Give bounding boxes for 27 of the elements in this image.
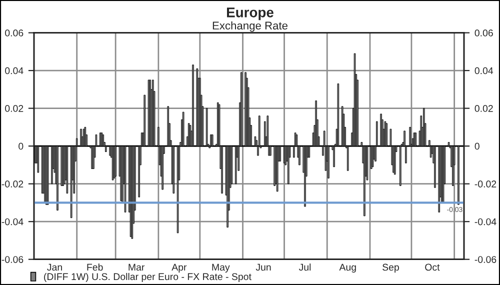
y2-tick-label: -0.02 <box>474 180 496 188</box>
x-tick-label: Apr <box>172 264 187 273</box>
y2-tick-label: 0 <box>474 142 480 150</box>
x-tick-label: May <box>212 264 230 273</box>
y-tick-label: 0.04 <box>5 67 24 74</box>
y-tick-label: -0.02 <box>2 180 24 188</box>
y2-tick-label: 0.06 <box>474 30 493 36</box>
y-tick-label: -0.04 <box>2 218 24 226</box>
x-tick-label: Feb <box>87 264 103 271</box>
x-tick-label: Sep <box>382 264 399 273</box>
x-tick-label: Jun <box>256 264 271 271</box>
chart-title: Europe <box>227 8 274 20</box>
y2-tick-label: -0.06 <box>474 256 496 263</box>
legend-label: (DIFF 1W) U.S. Dollar per Euro - FX Rate - Spot <box>44 272 252 282</box>
y2-tick-label: 0.04 <box>474 67 494 74</box>
y-tick-label: 0.06 <box>5 30 24 36</box>
x-tick-label: Mar <box>128 264 145 271</box>
x-tick-label: Aug <box>339 264 356 273</box>
y-tick-label: -0.06 <box>2 256 24 263</box>
y2-tick-label: 0.02 <box>474 105 493 112</box>
y-tick-label: 0 <box>18 142 24 150</box>
y-tick-label: 0.02 <box>5 105 24 112</box>
x-tick-label: Oct <box>425 264 440 271</box>
x-tick-label: Jan <box>47 264 62 271</box>
x-tick-label: Jul <box>298 264 311 271</box>
chart-subtitle: Exchange Rate <box>212 21 288 32</box>
y2-tick-label: -0.04 <box>474 218 496 226</box>
